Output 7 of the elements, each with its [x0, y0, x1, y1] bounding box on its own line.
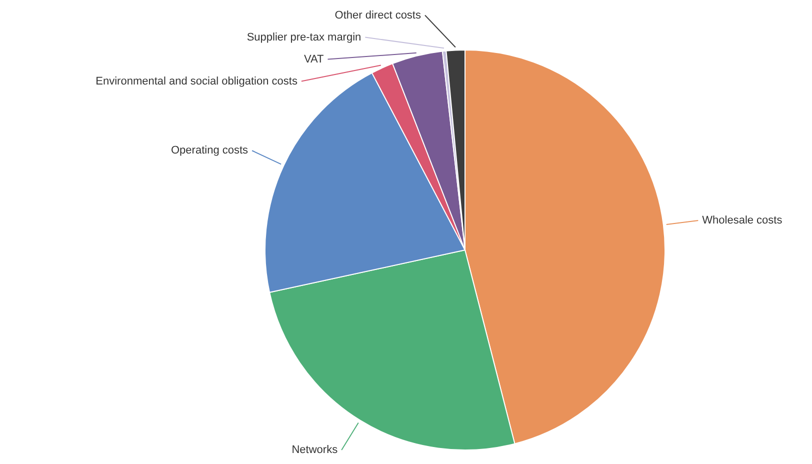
slice-label: VAT [304, 53, 324, 66]
slice-label: Networks [292, 444, 338, 456]
slice-label: Operating costs [171, 144, 249, 157]
slice-label: Environmental and social obligation costs [96, 75, 298, 88]
slice-label: Other direct costs [334, 9, 422, 22]
slice-label: Wholesale costs [702, 214, 783, 227]
slice-label: Supplier pre-tax margin [246, 31, 362, 44]
